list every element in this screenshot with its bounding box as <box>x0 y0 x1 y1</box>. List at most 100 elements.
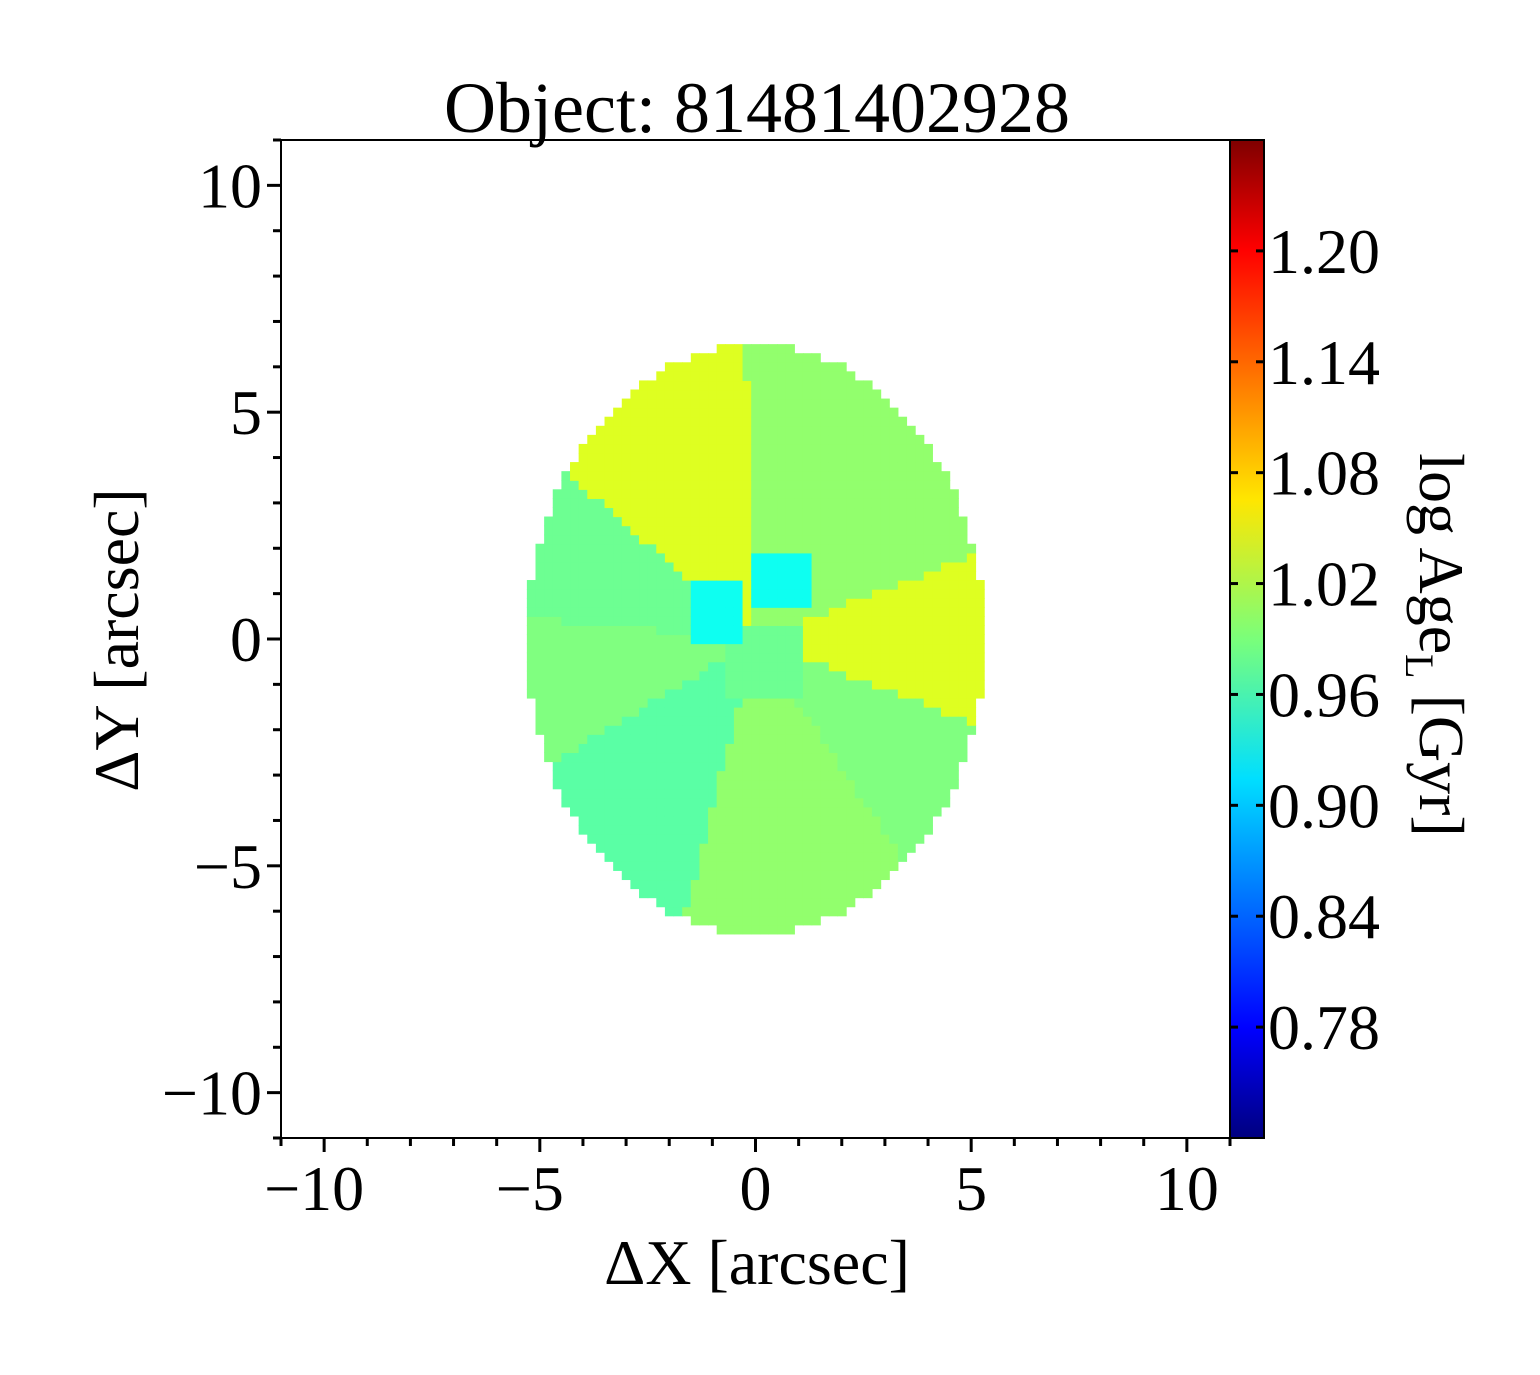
map-pixel <box>863 489 873 499</box>
map-pixel <box>751 806 761 817</box>
map-pixel <box>889 471 899 481</box>
map-pixel <box>854 852 864 862</box>
map-pixel <box>759 552 770 563</box>
map-pixel <box>630 670 640 681</box>
map-pixel <box>880 525 890 536</box>
map-pixel <box>742 716 752 726</box>
map-pixel <box>777 507 787 518</box>
map-pixel <box>656 652 666 663</box>
map-pixel <box>544 725 554 735</box>
map-pixel <box>682 453 692 463</box>
map-pixel <box>768 616 778 626</box>
map-pixel <box>820 815 830 826</box>
map-pixel <box>880 534 890 545</box>
map-pixel <box>768 507 778 518</box>
map-pixel <box>751 616 761 626</box>
map-pixel <box>604 670 614 681</box>
map-pixel <box>828 879 839 890</box>
map-pixel <box>923 552 933 563</box>
map-pixel <box>639 688 649 699</box>
colorbar-gradient <box>1229 139 1265 1139</box>
map-pixel <box>544 552 554 563</box>
map-pixel <box>751 870 761 881</box>
map-pixel <box>604 453 614 463</box>
map-pixel <box>802 897 813 908</box>
map-pixel <box>871 407 882 418</box>
map-pixel <box>716 734 726 744</box>
map-pixel <box>854 797 864 808</box>
map-pixel <box>871 752 882 763</box>
map-pixel <box>621 616 632 626</box>
map-pixel <box>699 734 709 744</box>
map-pixel <box>975 589 985 599</box>
map-pixel <box>647 761 657 772</box>
map-pixel <box>639 788 649 799</box>
map-pixel <box>656 570 666 581</box>
map-pixel <box>716 806 726 817</box>
map-pixel <box>802 589 813 599</box>
map-pixel <box>673 534 683 545</box>
map-pixel <box>863 679 873 690</box>
map-pixel <box>708 498 718 509</box>
map-pixel <box>889 462 899 472</box>
map-pixel <box>932 707 942 717</box>
map-pixel <box>777 425 787 436</box>
map-pixel <box>639 697 649 708</box>
map-pixel <box>820 543 830 554</box>
map-pixel <box>733 897 744 908</box>
map-pixel <box>932 688 942 699</box>
map-pixel <box>846 806 856 817</box>
map-pixel <box>811 398 821 409</box>
map-pixel <box>587 453 597 463</box>
map-pixel <box>630 815 640 826</box>
map-pixel <box>811 616 821 626</box>
map-pixel <box>768 389 778 400</box>
map-pixel <box>785 561 795 572</box>
map-pixel <box>915 661 925 672</box>
map-pixel <box>923 743 933 754</box>
map-pixel <box>561 552 571 563</box>
map-pixel <box>690 543 701 554</box>
map-pixel <box>639 561 649 572</box>
map-pixel <box>958 625 968 636</box>
map-pixel <box>751 498 761 509</box>
map-pixel <box>975 661 985 672</box>
map-pixel <box>552 734 562 744</box>
map-pixel <box>854 734 864 744</box>
map-pixel <box>751 589 761 599</box>
map-pixel <box>889 552 899 563</box>
map-pixel <box>923 471 933 481</box>
map-pixel <box>777 815 787 826</box>
map-pixel <box>656 779 666 790</box>
map-pixel <box>966 552 977 563</box>
map-pixel <box>828 525 839 536</box>
map-pixel <box>742 779 752 790</box>
map-pixel <box>535 616 545 626</box>
map-pixel <box>647 543 657 554</box>
map-pixel <box>682 679 692 690</box>
map-pixel <box>690 552 701 563</box>
map-pixel <box>570 806 580 817</box>
map-pixel <box>871 425 882 436</box>
map-pixel <box>915 797 925 808</box>
map-pixel <box>699 443 709 454</box>
map-pixel <box>897 679 908 690</box>
map-pixel <box>785 861 795 871</box>
map-pixel <box>656 525 666 536</box>
map-pixel <box>578 797 588 808</box>
map-pixel <box>759 443 770 454</box>
map-pixel <box>966 670 977 681</box>
map-pixel <box>820 598 830 608</box>
map-pixel <box>708 834 718 844</box>
map-pixel <box>949 589 959 599</box>
map-pixel <box>673 380 683 391</box>
map-pixel <box>621 561 632 572</box>
map-pixel <box>673 688 683 699</box>
map-pixel <box>570 670 580 681</box>
map-pixel <box>863 425 873 436</box>
map-pixel <box>828 625 839 636</box>
map-pixel <box>854 652 864 663</box>
map-pixel <box>613 516 623 527</box>
map-pixel <box>716 688 726 699</box>
map-pixel <box>578 607 588 617</box>
